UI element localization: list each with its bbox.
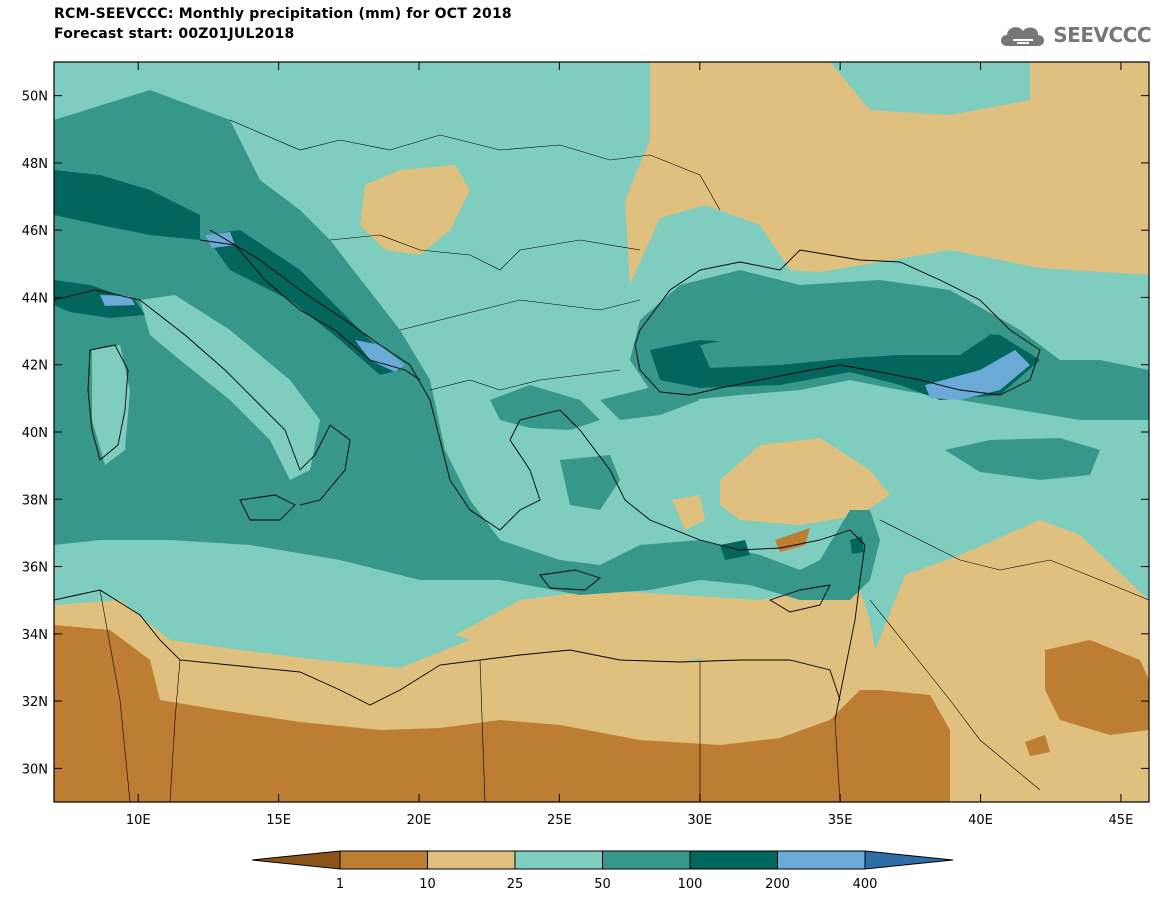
colorbar: 1 10 25 50 100 200 400: [251, 850, 954, 892]
lon-tick-label: 10E: [126, 813, 151, 828]
precip-wet-central-med: [54, 90, 880, 600]
colorbar-label: 200: [765, 877, 790, 892]
colorbar-box: [427, 850, 516, 870]
lat-tick-label: 44N: [22, 291, 48, 306]
coast-crete: [539, 569, 601, 591]
lon-tick-label: 45E: [1109, 813, 1134, 828]
logo-text: SEEVCCC: [1053, 23, 1151, 47]
colorbar-under-triangle: [251, 850, 341, 870]
coast-italy: [54, 289, 351, 506]
precipitation-map: [54, 62, 1149, 802]
lat-tick-label: 30N: [22, 762, 48, 777]
precip-dry-northeast: [625, 62, 1149, 285]
lat-tick-label: 40N: [22, 426, 48, 441]
lat-tick-label: 50N: [22, 90, 48, 105]
coast-north-africa: [54, 589, 841, 706]
longitude-axis: 10E 15E 20E 25E 30E 35E 40E 45E: [126, 62, 1133, 828]
precip-wet-aegean-north: [490, 385, 600, 430]
precip-very-dry-arabia: [1045, 640, 1149, 735]
colorbar-over-triangle: [864, 850, 954, 870]
lat-tick-label: 34N: [22, 628, 48, 643]
seevccc-logo: SEEVCCC: [997, 20, 1151, 50]
coast-sicily: [239, 494, 296, 521]
lon-tick-label: 30E: [687, 813, 712, 828]
lon-tick-label: 20E: [407, 813, 432, 828]
map-subtitle: Forecast start: 00Z01JUL2018: [54, 26, 295, 42]
lat-tick-label: 42N: [22, 359, 48, 374]
colorbar-box: [777, 850, 866, 870]
colorbar-label: 50: [594, 877, 611, 892]
lat-tick-label: 36N: [22, 561, 48, 576]
coast-sardinia: [87, 344, 129, 461]
precip-wet-east-anatolia: [945, 438, 1100, 480]
colorbar-label: 100: [678, 877, 703, 892]
coastlines: [54, 229, 1041, 721]
borders: [99, 119, 1149, 802]
lon-tick-label: 15E: [266, 813, 291, 828]
precip-dry-hungary: [360, 165, 470, 255]
coast-black-sea: [634, 249, 1041, 396]
lat-tick-label: 32N: [22, 695, 48, 710]
precip-italy: [140, 295, 320, 480]
lon-tick-label: 40E: [968, 813, 993, 828]
coast-levant: [834, 544, 866, 721]
precip-dry-anatolia: [720, 438, 890, 525]
colorbar-box: [514, 850, 603, 870]
lat-tick-label: 46N: [22, 224, 48, 239]
lat-tick-label: 38N: [22, 493, 48, 508]
coast-balkans-turkey: [209, 229, 866, 551]
colorbar-label: 400: [853, 877, 878, 892]
colorbar-label: 1: [336, 877, 344, 892]
colorbar-box: [602, 850, 691, 870]
lon-tick-label: 25E: [547, 813, 572, 828]
coast-cyprus: [768, 584, 831, 613]
cloud-icon: [1001, 27, 1045, 46]
latitude-axis: 50N 48N 46N 44N 42N 40N 38N 36N 34N 32N 30N: [22, 90, 1149, 777]
precip-sardinia: [92, 345, 130, 465]
colorbar-box: [689, 850, 778, 870]
lat-tick-label: 48N: [22, 157, 48, 172]
lon-tick-label: 35E: [828, 813, 853, 828]
colorbar-box: [339, 850, 428, 870]
map-title: RCM-SEEVCCC: Monthly precipitation (mm) …: [54, 6, 512, 22]
colorbar-label: 25: [507, 877, 524, 892]
precip-very-dry-sahara: [54, 625, 950, 802]
precip-very-wet-alps: [54, 170, 200, 240]
colorbar-label: 10: [419, 877, 436, 892]
